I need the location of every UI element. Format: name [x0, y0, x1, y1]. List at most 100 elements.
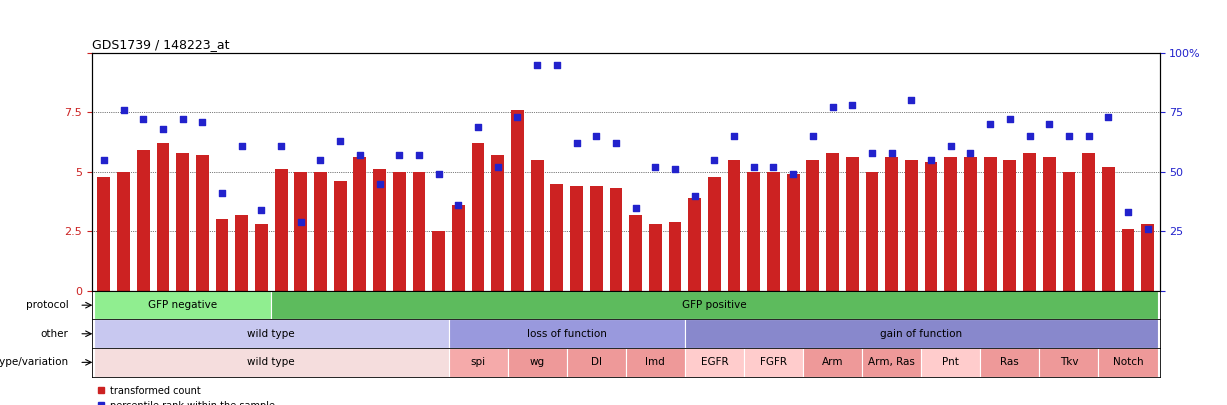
Bar: [177, 153, 189, 291]
Bar: [1039, 348, 1098, 377]
Bar: [610, 188, 622, 291]
Bar: [314, 172, 326, 291]
Text: Ras: Ras: [1000, 357, 1020, 367]
Bar: [826, 153, 839, 291]
Point: [114, 107, 134, 113]
Point: [1098, 114, 1118, 120]
Point: [528, 61, 547, 68]
Point: [802, 133, 822, 139]
Text: GFP positive: GFP positive: [682, 300, 747, 310]
Bar: [980, 348, 1039, 377]
Bar: [964, 158, 977, 291]
Bar: [137, 150, 150, 291]
Point: [429, 171, 449, 177]
Bar: [551, 184, 563, 291]
Bar: [271, 291, 1157, 320]
Point: [941, 142, 961, 149]
Bar: [393, 172, 406, 291]
Point: [409, 152, 428, 158]
Bar: [767, 172, 780, 291]
Bar: [685, 348, 744, 377]
Bar: [626, 348, 685, 377]
Bar: [412, 172, 426, 291]
Point: [783, 171, 802, 177]
Point: [724, 133, 744, 139]
Bar: [590, 186, 602, 291]
Bar: [157, 143, 169, 291]
Bar: [708, 177, 720, 291]
Text: protocol: protocol: [26, 300, 69, 310]
Point: [330, 138, 350, 144]
Point: [961, 149, 980, 156]
Bar: [688, 198, 701, 291]
Bar: [1004, 160, 1016, 291]
Point: [1000, 116, 1020, 123]
Bar: [747, 172, 761, 291]
Bar: [373, 169, 387, 291]
Point: [153, 126, 173, 132]
Point: [508, 114, 528, 120]
Point: [882, 149, 902, 156]
Text: gain of function: gain of function: [880, 329, 962, 339]
Bar: [1023, 153, 1036, 291]
Bar: [1098, 348, 1157, 377]
Bar: [94, 291, 271, 320]
Point: [173, 116, 193, 123]
Point: [1059, 133, 1079, 139]
Text: Pnt: Pnt: [942, 357, 960, 367]
Point: [823, 104, 843, 111]
Bar: [906, 160, 918, 291]
Bar: [865, 172, 879, 291]
Text: wild type: wild type: [248, 329, 294, 339]
Bar: [984, 158, 996, 291]
Point: [685, 192, 704, 199]
Text: loss of function: loss of function: [526, 329, 606, 339]
Point: [94, 157, 114, 163]
Bar: [863, 348, 921, 377]
Bar: [97, 177, 110, 291]
Bar: [531, 160, 544, 291]
Text: genotype/variation: genotype/variation: [0, 357, 69, 367]
Text: GDS1739 / 148223_at: GDS1739 / 148223_at: [92, 38, 229, 51]
Bar: [649, 224, 661, 291]
Point: [469, 123, 488, 130]
Point: [567, 140, 587, 147]
Point: [763, 164, 783, 170]
Point: [310, 157, 330, 163]
Bar: [1102, 167, 1114, 291]
Point: [587, 133, 606, 139]
Bar: [449, 348, 508, 377]
Point: [645, 164, 665, 170]
Bar: [685, 320, 1157, 348]
Point: [863, 149, 882, 156]
Point: [1020, 133, 1039, 139]
Bar: [802, 348, 863, 377]
Point: [291, 219, 310, 225]
Point: [1137, 226, 1157, 232]
Bar: [571, 186, 583, 291]
Bar: [1141, 224, 1155, 291]
Point: [744, 164, 763, 170]
Text: spi: spi: [470, 357, 486, 367]
Text: wg: wg: [530, 357, 545, 367]
Bar: [845, 158, 859, 291]
Text: GFP negative: GFP negative: [148, 300, 217, 310]
Point: [902, 97, 921, 104]
Text: FGFR: FGFR: [760, 357, 787, 367]
Point: [626, 204, 645, 211]
Bar: [1043, 158, 1055, 291]
Bar: [275, 169, 287, 291]
Point: [665, 166, 685, 173]
Bar: [236, 215, 248, 291]
Bar: [787, 174, 800, 291]
Bar: [508, 348, 567, 377]
Point: [1039, 121, 1059, 127]
Point: [134, 116, 153, 123]
Bar: [510, 110, 524, 291]
Bar: [921, 348, 980, 377]
Bar: [925, 162, 937, 291]
Text: Dl: Dl: [590, 357, 601, 367]
Text: other: other: [40, 329, 69, 339]
Point: [449, 202, 469, 208]
Bar: [471, 143, 485, 291]
